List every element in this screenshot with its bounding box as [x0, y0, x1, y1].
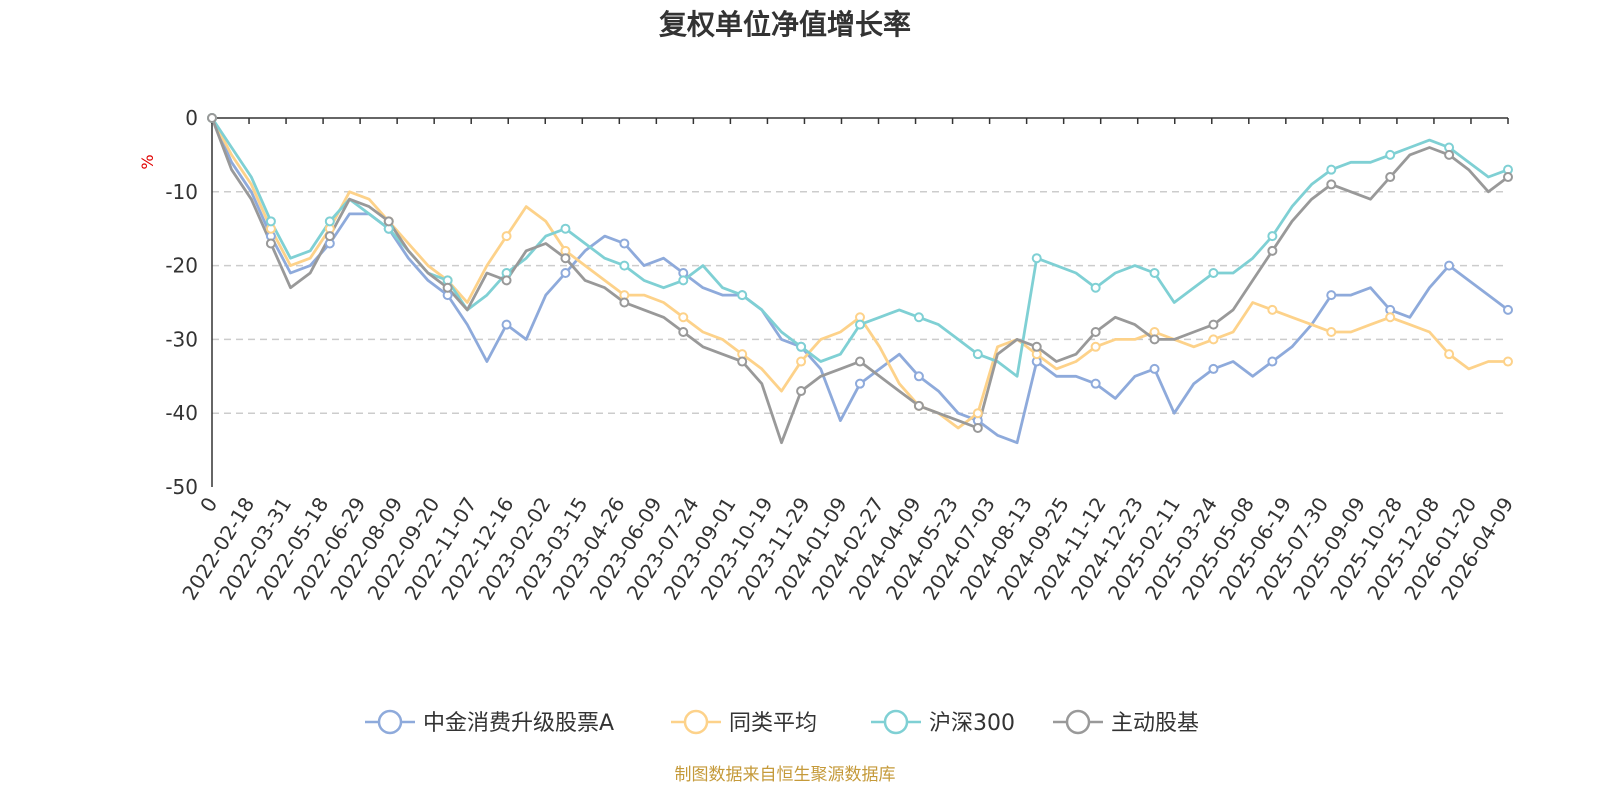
data-point — [1031, 341, 1042, 352]
data-point — [1090, 327, 1101, 338]
data-point — [1444, 149, 1455, 160]
data-point — [207, 113, 217, 123]
data-point — [1385, 149, 1396, 160]
data-point — [855, 378, 865, 389]
data-point — [1090, 378, 1101, 389]
series-lines — [210, 116, 1510, 445]
data-point — [1385, 312, 1396, 323]
data-point — [855, 319, 865, 330]
data-point — [1326, 327, 1337, 338]
data-point — [1090, 282, 1101, 293]
legend-label: 中金消费升级股票A — [423, 711, 614, 736]
data-point — [1385, 172, 1396, 183]
data-point — [383, 216, 394, 227]
y-axis-unit: % — [138, 154, 157, 169]
legend-label: 沪深300 — [929, 711, 1015, 736]
data-point — [560, 253, 571, 264]
data-point — [501, 319, 512, 330]
legend-circle-icon — [1065, 709, 1091, 735]
data-point — [265, 216, 276, 227]
data-point — [619, 260, 630, 271]
data-point — [1208, 267, 1219, 278]
legend-item-0[interactable]: 中金消费升级股票A — [365, 709, 614, 736]
data-point — [1503, 172, 1513, 183]
data-point — [972, 422, 983, 433]
data-point — [1267, 304, 1278, 315]
data-point — [1031, 253, 1042, 264]
data-point — [265, 238, 276, 249]
data-point — [324, 231, 335, 242]
data-point — [972, 408, 983, 419]
data-point — [796, 386, 807, 397]
data-point — [1326, 290, 1337, 301]
y-tick-label: 0 — [185, 106, 198, 130]
data-point — [1090, 341, 1101, 352]
data-point — [501, 231, 512, 242]
series-line-3 — [210, 116, 1510, 445]
data-point — [1326, 164, 1337, 175]
data-point — [1267, 245, 1278, 256]
y-tick-label: -50 — [165, 475, 198, 499]
legend-circle-icon — [377, 709, 403, 735]
data-point — [1149, 267, 1160, 278]
legend-item-2[interactable]: 沪深300 — [871, 709, 1015, 736]
data-point — [1149, 334, 1160, 345]
data-point — [501, 275, 512, 286]
legend-circle-icon — [683, 709, 709, 735]
data-point — [913, 400, 924, 411]
data-point — [1444, 260, 1455, 271]
y-tick-label: -30 — [165, 327, 198, 351]
series-line-0 — [210, 116, 1510, 445]
legend-item-3[interactable]: 主动股基 — [1053, 709, 1199, 736]
data-point — [796, 356, 807, 367]
legend-item-1[interactable]: 同类平均 — [671, 709, 817, 736]
data-point — [1267, 231, 1278, 242]
y-tick-label: -40 — [165, 401, 198, 425]
axes: 0-10-20-30-40-5002022-02-182022-03-31202… — [165, 106, 1518, 604]
legend-label: 同类平均 — [729, 711, 817, 736]
data-point — [678, 312, 689, 323]
data-point — [1267, 356, 1278, 367]
data-point — [619, 238, 630, 249]
x-tick-label: 0 — [195, 493, 222, 517]
legend-circle-icon — [883, 709, 909, 735]
data-point — [1208, 334, 1219, 345]
data-point — [913, 371, 924, 382]
data-point — [560, 223, 571, 234]
data-point — [442, 282, 453, 293]
series-markers — [207, 113, 1513, 433]
data-point — [678, 327, 689, 338]
data-point — [913, 312, 924, 323]
data-point — [1444, 349, 1455, 360]
data-point — [737, 290, 748, 301]
data-point — [324, 216, 335, 227]
data-source-note: 制图数据来自恒生聚源数据库 — [675, 765, 896, 785]
data-point — [972, 349, 983, 360]
chart-title: 复权单位净值增长率 — [659, 8, 911, 41]
legend[interactable]: 中金消费升级股票A 同类平均 沪深300 主动股基 — [365, 709, 1199, 736]
data-point — [619, 297, 630, 308]
data-point — [1503, 356, 1513, 367]
data-point — [1326, 179, 1337, 190]
y-tick-label: -10 — [165, 180, 198, 204]
data-point — [678, 275, 689, 286]
data-point — [737, 356, 748, 367]
data-point — [1208, 363, 1219, 374]
legend-label: 主动股基 — [1111, 711, 1199, 736]
y-tick-label: -20 — [165, 254, 198, 278]
data-point — [1208, 319, 1219, 330]
data-point — [1503, 304, 1513, 315]
data-point — [855, 356, 865, 367]
data-point — [560, 267, 571, 278]
data-point — [1149, 363, 1160, 374]
data-point — [796, 341, 807, 352]
